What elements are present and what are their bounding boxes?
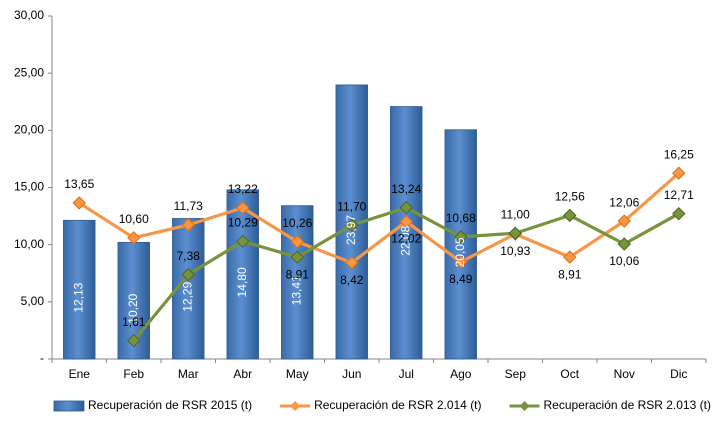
x-tick-label: Ene [69, 367, 91, 381]
data-labels: 12,13 10,20 12,29 14,80 13,41 23,97 22,08 20,05… [64, 147, 694, 328]
legend-label: Recuperación de RSR 2015 (t) [88, 398, 252, 412]
line-value-label: 11,00 [501, 207, 530, 221]
bar [444, 129, 477, 360]
diamond-marker [399, 214, 413, 229]
x-tick-label: Dic [670, 367, 687, 381]
bar-value-label: 22,08 [398, 225, 412, 255]
line-value-label: 10,26 [282, 216, 312, 230]
y-tick-label: 25,00 [14, 65, 44, 79]
line-value-label: 13,22 [228, 182, 258, 196]
bar [281, 205, 314, 360]
y-tick-label: 15,00 [14, 180, 44, 194]
legend-diamond-icon [519, 401, 530, 411]
x-tick-label: May [286, 367, 309, 381]
diamond-marker [236, 234, 250, 249]
legend-diamond-icon [290, 401, 301, 411]
diamond-marker [72, 196, 86, 210]
y-tick-label: - [40, 351, 44, 365]
diamond-marker [454, 255, 468, 269]
line-value-label: 8,91 [558, 267, 582, 281]
y-tick-label: 10,00 [14, 237, 44, 251]
bar-value-label: 13,41 [289, 275, 303, 305]
bar-value-label: 12,29 [180, 281, 194, 311]
bar-value-label: 23,97 [344, 215, 358, 245]
line-value-label: 11,70 [337, 199, 366, 213]
line-value-label: 13,65 [64, 177, 94, 191]
line-value-label: 7,38 [177, 249, 201, 263]
x-tick-label: Jun [342, 367, 361, 381]
diamond-marker [399, 200, 413, 215]
diamond-marker [290, 250, 304, 264]
line-value-label: 10,93 [500, 244, 530, 258]
diamond-marker [454, 230, 468, 244]
y-tick-label: 30,00 [14, 8, 44, 22]
bar-value-label: 14,80 [235, 267, 249, 297]
diamond-marker [617, 214, 631, 228]
y-tick-label: 20,00 [14, 123, 44, 137]
x-tick-label: Mar [178, 367, 199, 381]
legend-label: Recuperación de RSR 2.013 (t) [544, 398, 711, 412]
series-line [78, 172, 680, 265]
line-value-label: 10,29 [228, 216, 258, 230]
diamond-marker [508, 226, 522, 240]
line-value-label: 8,49 [449, 272, 473, 286]
diamond-marker [290, 234, 304, 249]
line-value-label: 12,56 [555, 190, 585, 204]
diamond-marker [181, 267, 195, 282]
line-value-label: 12,71 [664, 188, 694, 202]
bar-series [63, 84, 477, 360]
line-value-label: 10,06 [609, 254, 639, 268]
diamond-marker [127, 231, 141, 245]
diamond-marker [672, 166, 686, 180]
x-tick-label: Jul [399, 367, 414, 381]
bar [390, 106, 423, 360]
diamond-marker [563, 250, 577, 264]
line-value-label: 13,24 [391, 182, 421, 196]
line-value-label: 12,06 [609, 195, 639, 209]
legend-swatch-bar [53, 400, 85, 412]
x-tick-label: Nov [614, 367, 635, 381]
legend-label: Recuperación de RSR 2.014 (t) [314, 398, 481, 412]
line-series [72, 166, 686, 348]
bar-value-label: 10,20 [126, 293, 140, 323]
line-value-label: 8,42 [340, 273, 364, 287]
bar-value-label: 12,13 [71, 282, 85, 312]
line-value-label: 10,68 [446, 211, 476, 225]
diamond-marker [617, 237, 631, 251]
x-tick-label: Feb [123, 367, 144, 381]
line-value-label: 12,02 [391, 232, 421, 246]
axes: - 5,00 10,00 15,00 20,00 25,00 30,00 Ene Feb Mar A… [14, 8, 707, 381]
line-value-label: 8,91 [286, 267, 310, 281]
diamond-marker [345, 218, 359, 232]
bar-value-label: 20,05 [453, 237, 467, 267]
x-tick-label: Ago [450, 367, 472, 381]
line-value-label: 11,73 [174, 199, 203, 213]
diamond-marker [127, 333, 141, 348]
line-value-label: 1,61 [122, 315, 146, 329]
y-tick-label: 5,00 [21, 294, 45, 308]
bar [63, 219, 96, 360]
diamond-marker [236, 201, 250, 215]
diamond-marker [672, 206, 686, 221]
diamond-marker [181, 218, 195, 232]
diamond-marker [345, 256, 359, 270]
legend: Recuperación de RSR 2015 (t) Recuperación… [53, 398, 711, 412]
line-value-label: 10,60 [119, 212, 149, 226]
line-value-label: 16,25 [664, 147, 694, 161]
x-tick-label: Abr [233, 367, 252, 381]
x-tick-label: Sep [505, 367, 527, 381]
bar [226, 189, 259, 360]
diamond-marker [563, 208, 577, 223]
x-tick-label: Oct [560, 367, 579, 381]
